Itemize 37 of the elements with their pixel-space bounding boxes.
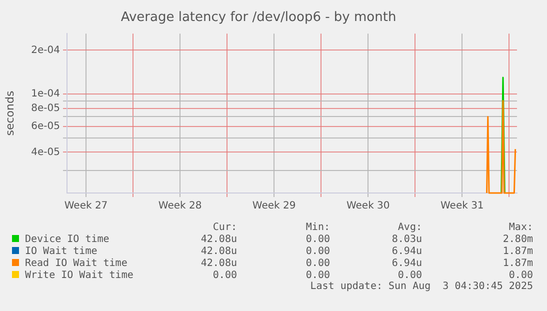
text: 42.08u bbox=[200, 246, 237, 258]
y-tick-label: 1e-04 bbox=[31, 88, 60, 100]
x-tick-label: Week 28 bbox=[158, 200, 202, 212]
y-tick-label: 2e-04 bbox=[31, 44, 60, 56]
text: 0.00 bbox=[304, 234, 330, 246]
text: 0.00 bbox=[396, 270, 422, 282]
x-tick-label: Week 29 bbox=[252, 200, 296, 212]
text: 1.87m bbox=[502, 246, 533, 258]
chart-title: Average latency for /dev/loop6 - by month bbox=[120, 10, 396, 26]
text: 0.00 bbox=[304, 246, 330, 258]
y-axis-title: seconds bbox=[3, 90, 16, 136]
text: 0.00 bbox=[508, 270, 533, 282]
text: 42.08u bbox=[200, 234, 237, 246]
x-tick-label: Week 30 bbox=[346, 200, 390, 212]
y-tick-label: 4e-05 bbox=[31, 146, 60, 158]
x-tick-label: Week 31 bbox=[440, 200, 484, 212]
text: 2.80m bbox=[502, 234, 533, 246]
legend-label: Read IO Wait time bbox=[24, 258, 128, 270]
text: Cur: bbox=[212, 222, 237, 234]
text: 0.00 bbox=[304, 270, 330, 282]
legend-label: Device IO time bbox=[24, 234, 110, 246]
text: 1.87m bbox=[502, 258, 533, 270]
legend-label: Write IO Wait time bbox=[24, 270, 134, 282]
text: Min: bbox=[304, 222, 330, 234]
text: 42.08u bbox=[200, 258, 237, 270]
text: 8.03u bbox=[390, 234, 422, 246]
text: 6.94u bbox=[390, 246, 422, 258]
text: Max: bbox=[508, 222, 533, 234]
text: Avg: bbox=[396, 222, 422, 234]
x-tick-label: Week 27 bbox=[64, 200, 108, 212]
legend-label: IO Wait time bbox=[24, 246, 98, 258]
text: 6.94u bbox=[390, 258, 422, 270]
text: 0.00 bbox=[304, 258, 330, 270]
y-tick-label: 6e-05 bbox=[31, 121, 60, 132]
y-tick-label: 8e-05 bbox=[31, 102, 60, 114]
text: 0.00 bbox=[212, 270, 237, 282]
text: Last update: Sun Aug 3 04:30:45 2025 bbox=[310, 281, 533, 292]
